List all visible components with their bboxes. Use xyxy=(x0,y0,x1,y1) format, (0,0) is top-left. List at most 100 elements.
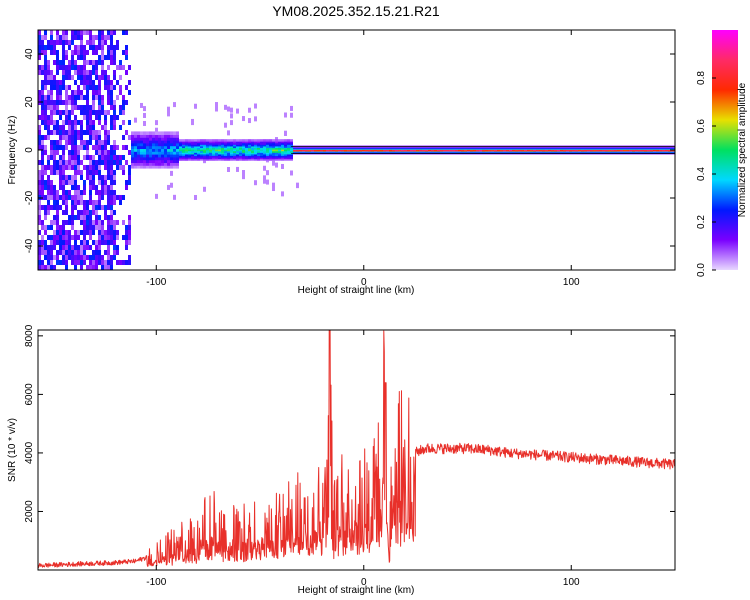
heatmap-cell xyxy=(38,70,41,75)
heatmap-cell xyxy=(281,191,284,197)
heatmap-cell xyxy=(257,140,260,144)
heatmap-cell xyxy=(164,162,167,166)
heatmap-cell xyxy=(218,158,221,161)
heatmap-cell xyxy=(149,153,152,158)
heatmap-cell xyxy=(41,135,44,140)
heatmap-cell xyxy=(266,148,269,152)
heatmap-cell xyxy=(242,145,245,149)
heatmap-cell xyxy=(41,120,44,125)
heatmap-cell xyxy=(122,30,125,35)
heatmap-cell xyxy=(161,151,164,155)
heatmap-cell xyxy=(44,100,47,105)
heatmap-cell xyxy=(188,140,191,144)
heatmap-cell xyxy=(41,70,44,75)
heatmap-cell xyxy=(38,65,41,70)
heatmap-cell xyxy=(188,148,191,152)
heatmap-cell xyxy=(170,165,173,169)
heatmap-cell xyxy=(110,120,113,125)
heatmap-cell xyxy=(98,160,101,165)
heatmap-cell xyxy=(173,159,176,163)
heatmap-cell xyxy=(218,143,221,147)
heatmap-cell xyxy=(278,150,281,153)
heatmap-cell xyxy=(263,153,266,157)
heatmap-cell xyxy=(50,150,53,155)
heatmap-cell xyxy=(89,85,92,90)
heatmap-cell xyxy=(224,156,227,160)
heatmap-cell xyxy=(242,142,245,145)
heatmap-cell xyxy=(83,115,86,120)
heatmap-cell xyxy=(107,240,110,245)
heatmap-cell xyxy=(119,105,122,110)
heatmap-cell xyxy=(44,30,47,35)
heatmap-cell xyxy=(203,150,206,153)
heatmap-cell xyxy=(167,106,170,112)
heatmap-cell xyxy=(95,190,98,195)
heatmap-cell xyxy=(155,139,158,144)
heatmap-cell xyxy=(212,156,215,160)
heatmap-cell xyxy=(191,142,194,145)
heatmap-cell xyxy=(92,120,95,125)
heatmap-cell xyxy=(134,151,137,155)
heatmap-cell xyxy=(110,125,113,130)
heatmap-cell xyxy=(224,148,227,152)
heatmap-cell xyxy=(110,90,113,95)
heatmap-cell xyxy=(83,190,86,195)
heatmap-cell xyxy=(95,115,98,120)
heatmap-cell xyxy=(242,151,245,155)
heatmap-cell xyxy=(158,162,161,166)
heatmap-cell xyxy=(188,145,191,149)
heatmap-cell xyxy=(164,148,167,152)
heatmap-cell xyxy=(62,165,65,170)
heatmap-cell xyxy=(41,205,44,210)
heatmap-cell xyxy=(215,143,218,147)
heatmap-cell xyxy=(53,255,56,260)
heatmap-cell xyxy=(128,215,131,220)
heatmap-cell xyxy=(173,145,176,149)
heatmap-cell xyxy=(59,145,62,150)
heatmap-cell xyxy=(122,235,125,240)
heatmap-cell xyxy=(44,250,47,255)
heatmap-cell xyxy=(65,100,68,105)
heatmap-cell xyxy=(212,155,215,158)
heatmap-cell xyxy=(194,151,197,155)
heatmap-cell xyxy=(266,145,269,149)
heatmap-cell xyxy=(188,150,191,153)
heatmap-cell xyxy=(263,151,266,155)
heatmap-cell xyxy=(167,137,170,141)
heatmap-cell xyxy=(191,147,194,150)
heatmap-cell xyxy=(230,155,233,158)
heatmap-cell xyxy=(131,137,134,141)
heatmap-cell xyxy=(98,100,101,105)
heatmap-cell xyxy=(194,140,197,144)
heatmap-cell xyxy=(83,230,86,235)
heatmap-cells xyxy=(38,30,675,270)
heatmap-cell xyxy=(215,153,218,157)
heatmap-cell xyxy=(98,200,101,205)
heatmap-cell xyxy=(104,260,107,265)
heatmap-cell xyxy=(101,110,104,115)
heatmap-cell xyxy=(62,150,65,155)
heatmap-cell xyxy=(263,145,266,149)
heatmap-cell xyxy=(230,139,233,142)
heatmap-cell xyxy=(74,30,77,35)
heatmap-cell xyxy=(239,140,242,144)
heatmap-cell xyxy=(170,134,173,138)
heatmap-cell xyxy=(254,145,257,149)
heatmap-cell xyxy=(104,125,107,130)
heatmap-cell xyxy=(260,155,263,158)
heatmap-cell xyxy=(242,150,245,153)
heatmap-cell xyxy=(77,120,80,125)
heatmap-cell xyxy=(74,205,77,210)
heatmap-cell xyxy=(218,140,221,144)
heatmap-cell xyxy=(68,250,71,255)
heatmap-cell xyxy=(125,130,128,135)
heatmap-cell xyxy=(134,134,137,138)
heatmap-cell xyxy=(89,245,92,250)
heatmap-cell xyxy=(101,145,104,150)
heatmap-cell xyxy=(134,142,137,147)
heatmap-cell xyxy=(65,35,68,40)
heatmap-cell xyxy=(113,115,116,120)
heatmap-cell xyxy=(269,151,272,155)
heatmap-cell xyxy=(47,205,50,210)
heatmap-cell xyxy=(41,35,44,40)
